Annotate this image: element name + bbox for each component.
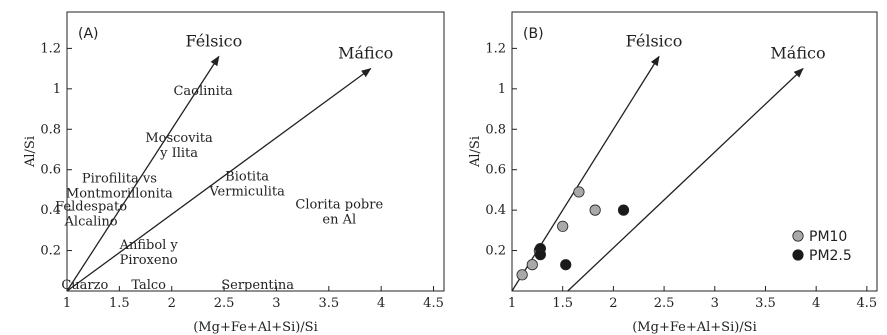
mineral-annotation: Biotita — [225, 169, 269, 184]
x-tick-label: 3.5 — [318, 296, 339, 311]
plot-frame — [66, 11, 445, 292]
arrow-label: Máfico — [338, 44, 393, 63]
chart-a-group: 1 1.5 2 2.5 3 3.5 4 4.5 0.2 0.4 0.6 0.8 1 1.2 (Mg+Fe+A… — [23, 11, 445, 335]
mineral-annotation: Feldespato — [55, 200, 127, 215]
mineral-annotation: y Ilita — [159, 146, 198, 161]
x-tick-label: 2 — [168, 296, 176, 311]
mineral-annotation: Anfibol y — [119, 238, 179, 253]
y-tick-label: 0.6 — [40, 163, 61, 178]
x-tick-label: 2.5 — [214, 296, 235, 311]
mineral-annotation: Serpentina — [221, 278, 294, 293]
y-tick-label: 1 — [53, 82, 61, 97]
mineral-annotation: Cuarzo — [61, 278, 108, 293]
x-tick-label: 1.5 — [109, 296, 130, 311]
mineral-annotation: en Al — [322, 213, 356, 228]
x-tick-label: 4 — [377, 296, 385, 311]
panel-label: (A) — [78, 26, 99, 42]
x-tick-label: 4.5 — [423, 296, 444, 311]
mineral-annotation: Montmorillonita — [66, 186, 173, 201]
y-axis-title: Al/Si — [23, 136, 38, 168]
y-tick-label: 0.4 — [40, 203, 61, 218]
mineral-annotation: Talco — [131, 278, 166, 293]
trend-arrow — [66, 68, 372, 292]
x-axis-title: (Mg+Fe+Al+Si)/Si — [193, 320, 318, 335]
x-tick-label: 1 — [63, 296, 71, 311]
mineral-annotation: Vermiculita — [208, 184, 285, 199]
y-tick-label: 0.2 — [40, 244, 61, 259]
y-tick-label: 1.2 — [40, 41, 61, 56]
trend-arrow — [66, 55, 220, 292]
mineral-annotation: Alcalino — [64, 215, 118, 230]
mineral-annotation: Clorita pobre — [295, 198, 383, 213]
arrow-label: Félsico — [185, 31, 242, 50]
mineral-annotation: Moscovita — [145, 131, 213, 146]
x-tick-label: 3 — [272, 296, 280, 311]
y-tick-label: 0.8 — [40, 122, 61, 137]
mineral-annotation: Pirofilita vs — [82, 171, 157, 186]
mineral-annotation: Caolinita — [173, 84, 233, 99]
mineral-annotation: Piroxeno — [120, 253, 178, 268]
